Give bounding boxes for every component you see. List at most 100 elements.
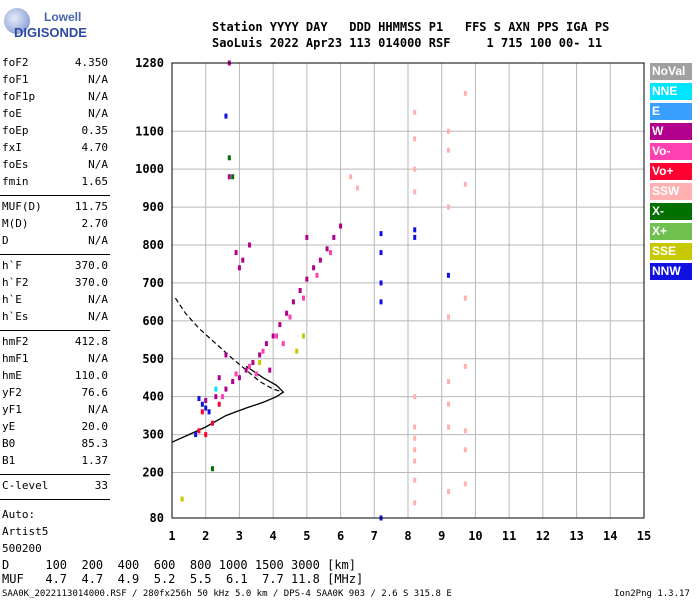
param-key: hmE	[2, 369, 22, 382]
echo-point	[237, 375, 241, 381]
legend-item: SSE	[650, 243, 692, 260]
echo-point	[204, 397, 208, 403]
echo-point	[339, 223, 343, 229]
echo-point	[207, 409, 211, 415]
station-header-line1: Station YYYY DAY DDD HHMMSS P1 FFS S AXN…	[212, 20, 610, 34]
y-tick-label: 500	[142, 352, 164, 366]
logo: Lowell DIGISONDE	[4, 6, 94, 40]
echo-point	[315, 272, 319, 278]
echo-point	[197, 428, 201, 434]
echo-point	[194, 432, 198, 438]
param-key: MUF(D)	[2, 200, 42, 213]
echo-point	[258, 360, 262, 366]
legend-item: SSW	[650, 183, 692, 200]
param-row: MUF(D) 11.75	[2, 200, 108, 217]
echo-point	[328, 250, 332, 256]
echo-point	[281, 341, 285, 347]
x-tick-label: 1	[168, 529, 175, 543]
x-tick-label: 6	[337, 529, 344, 543]
echo-point	[413, 227, 417, 233]
param-value: 85.3	[81, 437, 109, 450]
echo-point	[234, 371, 238, 377]
echo-point	[291, 299, 295, 305]
data-points	[180, 60, 467, 521]
echo-point	[224, 386, 228, 392]
y-tick-labels: 80 200 300 400 500 600 700 800 900 1000 1100 1280	[135, 56, 164, 525]
param-separator	[0, 474, 110, 475]
param-key: foF1	[2, 73, 29, 86]
echo-point	[463, 90, 467, 96]
echo-point	[413, 500, 417, 506]
echo-point	[217, 401, 221, 407]
echo-point	[379, 231, 383, 237]
echo-point	[221, 394, 225, 400]
echo-point	[446, 488, 450, 494]
y-tick-label: 1000	[135, 162, 164, 176]
echo-point	[355, 185, 359, 191]
x-tick-label: 13	[569, 529, 583, 543]
echo-point	[446, 401, 450, 407]
param-row: fxI 4.70	[2, 141, 108, 158]
legend-item: X-	[650, 203, 692, 220]
y-tick-label: 700	[142, 276, 164, 290]
echo-point	[413, 234, 417, 240]
param-value: 370.0	[74, 276, 108, 289]
x-tick-label: 5	[303, 529, 310, 543]
echo-point	[463, 481, 467, 487]
echo-point	[379, 250, 383, 256]
echo-point	[446, 147, 450, 153]
x-tick-label: 10	[468, 529, 482, 543]
profile-extension	[174, 297, 284, 393]
echo-point	[288, 314, 292, 320]
param-row: foEs N/A	[2, 158, 108, 175]
echo-point	[446, 204, 450, 210]
echo-point	[446, 379, 450, 384]
echo-point	[318, 257, 322, 263]
param-row: yE 20.0	[2, 420, 108, 437]
param-row: C-level 33	[2, 479, 108, 496]
y-tick-label: 900	[142, 200, 164, 214]
x-tick-label: 14	[603, 529, 617, 543]
param-value: 4.70	[81, 141, 109, 154]
echo-point	[217, 375, 221, 381]
legend-item: NNE	[650, 83, 692, 100]
autoscale-info: 500200	[2, 542, 42, 555]
param-key: foF2	[2, 56, 29, 69]
y-tick-label: 400	[142, 390, 164, 404]
legend-item: NoVal	[650, 63, 692, 80]
param-key: h`F2	[2, 276, 29, 289]
param-row: fmin 1.65	[2, 175, 108, 192]
y-tick-label: 200	[142, 466, 164, 480]
param-row: yF2 76.6	[2, 386, 108, 403]
param-value: N/A	[88, 403, 108, 416]
logo-wave-icon	[4, 8, 30, 34]
echo-point	[413, 435, 417, 441]
y-tick-label: 80	[150, 511, 164, 525]
distance-row: D 100 200 400 600 800 1000 1500 3000 [km…	[2, 558, 357, 572]
param-row: yF1 N/A	[2, 403, 108, 420]
version-label: Ion2Png 1.3.17	[614, 589, 690, 599]
y-tick-label: 800	[142, 238, 164, 252]
param-value: N/A	[88, 310, 108, 323]
echo-point	[298, 288, 302, 293]
param-row: B0 85.3	[2, 437, 108, 454]
echo-point	[305, 276, 309, 282]
param-value: N/A	[88, 107, 108, 120]
param-row: foF2 4.350	[2, 56, 108, 73]
echo-point	[463, 295, 467, 301]
param-value: 33	[94, 479, 108, 492]
param-row: hmF2 412.8	[2, 335, 108, 352]
x-tick-label: 12	[536, 529, 550, 543]
param-value: 110.0	[74, 369, 108, 382]
echo-point	[463, 428, 467, 434]
param-separator	[0, 254, 110, 255]
echo-point	[301, 333, 305, 339]
legend-item: W	[650, 123, 692, 140]
echo-point	[349, 174, 353, 180]
param-separator	[0, 195, 110, 196]
x-tick-label: 7	[371, 529, 378, 543]
param-key: h`F	[2, 259, 22, 272]
echo-point	[413, 109, 417, 115]
param-value: N/A	[88, 352, 108, 365]
echo-point	[413, 394, 417, 400]
